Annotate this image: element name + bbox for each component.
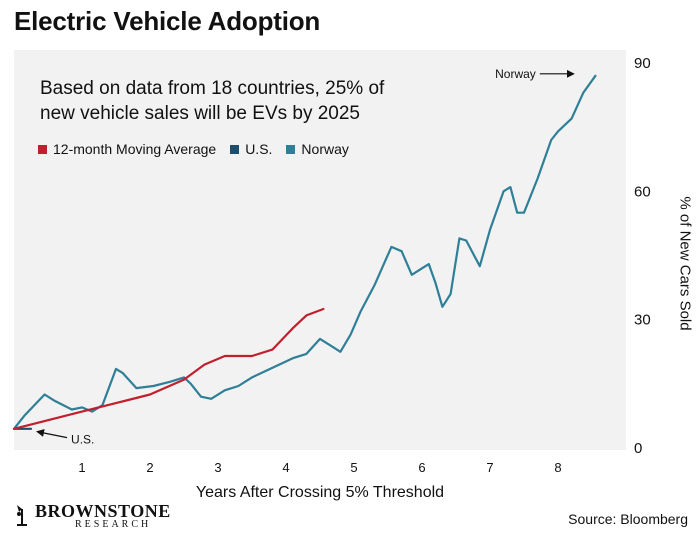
brand-logo: BROWNSTONE RESEARCH xyxy=(13,502,171,530)
x-tick-label: 5 xyxy=(350,460,357,475)
y-axis-label: % of New Cars Sold xyxy=(676,196,694,331)
legend-swatch-ma xyxy=(38,144,47,154)
legend-swatch-norway xyxy=(286,144,296,154)
y-tick-label: 60 xyxy=(634,183,651,200)
x-tick-label: 4 xyxy=(282,460,289,475)
legend-item-ma: 12-month Moving Average xyxy=(38,141,216,157)
us-annotation-arrow xyxy=(36,429,68,439)
logo-brand-sub: RESEARCH xyxy=(75,519,152,530)
legend: 12-month Moving Average U.S. Norway xyxy=(38,141,349,157)
chart-subtitle: Based on data from 18 countries, 25% of … xyxy=(40,78,385,124)
legend-item-us: U.S. xyxy=(230,141,272,157)
x-axis: 1 2 3 4 5 6 7 8 xyxy=(78,460,561,475)
y-tick-label: 0 xyxy=(634,440,642,457)
x-tick-label: 7 xyxy=(486,460,493,475)
legend-label-us: U.S. xyxy=(245,141,273,157)
y-axis: 0 30 60 90 xyxy=(634,55,651,457)
x-axis-label: Years After Crossing 5% Threshold xyxy=(195,484,445,501)
legend-item-norway: Norway xyxy=(286,141,349,157)
x-tick-label: 2 xyxy=(146,460,153,475)
y-tick-label: 90 xyxy=(634,55,651,72)
series-line-12-month-moving-average xyxy=(12,307,325,430)
us-annotation-label: U.S. xyxy=(71,433,94,447)
series-line-norway xyxy=(12,74,597,430)
lamp-icon xyxy=(17,505,27,526)
plot-area xyxy=(14,50,626,450)
x-tick-label: 3 xyxy=(214,460,221,475)
source-note: Source: Bloomberg xyxy=(568,511,688,527)
x-tick-label: 6 xyxy=(418,460,425,475)
legend-swatch-us xyxy=(230,144,240,154)
logo-brand-name: BROWNSTONE xyxy=(35,501,171,521)
x-tick-label: 1 xyxy=(78,460,85,475)
series-layer xyxy=(12,74,597,430)
legend-label-ma: 12-month Moving Average xyxy=(53,141,217,157)
norway-annotation-label: Norway xyxy=(495,67,536,81)
legend-label-norway: Norway xyxy=(301,141,349,157)
x-tick-label: 8 xyxy=(554,460,561,475)
chart-title: Electric Vehicle Adoption xyxy=(14,6,321,36)
annotations: U.S. Norway xyxy=(36,67,575,447)
y-tick-label: 30 xyxy=(634,312,651,329)
